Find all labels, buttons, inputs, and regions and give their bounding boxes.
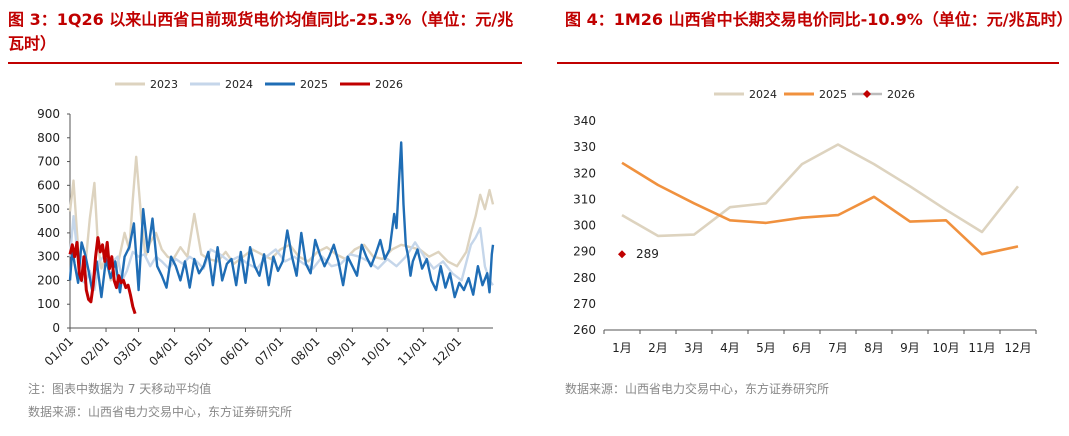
- legend-label-2023: 2023: [150, 78, 178, 91]
- x-tick-label: 10/01: [359, 334, 393, 368]
- x-tick-label: 12/01: [430, 334, 464, 368]
- y-tick-label: 800: [37, 131, 60, 145]
- right-chart-panel: 图 4：1M26 山西省中长期交易电价同比-10.9%（单位：元/兆瓦时） 26…: [547, 0, 1069, 436]
- y-tick-label: 330: [573, 140, 596, 154]
- data-label: 289: [636, 247, 659, 261]
- y-tick-label: 500: [37, 202, 60, 216]
- y-tick-label: 400: [37, 226, 60, 240]
- x-tick-label: 01/01: [42, 334, 76, 368]
- legend-swatch-2026: [863, 90, 871, 98]
- series-line-2025: [621, 161, 1019, 256]
- x-tick-label: 12月: [1004, 341, 1031, 355]
- y-tick-label: 280: [573, 271, 596, 285]
- y-tick-label: 270: [573, 297, 596, 311]
- legend-label-2026: 2026: [375, 78, 403, 91]
- series-line-2023: [68, 155, 495, 282]
- y-tick-label: 290: [573, 245, 596, 259]
- chart-source: 数据来源：山西省电力交易中心，东方证券研究所: [28, 405, 293, 419]
- x-tick-label: 09/01: [324, 334, 358, 368]
- legend-label-2024: 2024: [749, 88, 777, 101]
- y-tick-label: 700: [37, 155, 60, 169]
- y-tick-label: 340: [573, 114, 596, 128]
- x-tick-label: 4月: [720, 341, 740, 355]
- x-tick-label: 8月: [864, 341, 884, 355]
- x-tick-label: 02/01: [78, 334, 112, 368]
- title-divider: [8, 62, 522, 64]
- x-tick-label: 07/01: [252, 334, 286, 368]
- x-tick-label: 3月: [684, 341, 704, 355]
- x-tick-label: 03/01: [110, 334, 144, 368]
- x-tick-label: 08/01: [288, 334, 322, 368]
- x-tick-label: 2月: [648, 341, 668, 355]
- chart-title: 图 4：1M26 山西省中长期交易电价同比-10.9%（单位：元/兆瓦时）: [565, 10, 1069, 29]
- series-line-2026: [68, 236, 137, 315]
- y-tick-label: 300: [573, 219, 596, 233]
- legend-label-2025: 2025: [819, 88, 847, 101]
- x-tick-label: 10月: [932, 341, 959, 355]
- legend-label-2026: 2026: [887, 88, 915, 101]
- chart-note: 注：图表中数据为 7 天移动平均值: [28, 382, 212, 396]
- x-tick-label: 1月: [612, 341, 632, 355]
- series-point-2026: [618, 250, 626, 259]
- series-line-2024: [621, 143, 1020, 238]
- x-tick-label: 04/01: [146, 334, 180, 368]
- x-tick-label: 11月: [968, 341, 995, 355]
- y-tick-label: 200: [37, 273, 60, 287]
- series-line-2025: [68, 141, 495, 299]
- y-tick-label: 300: [37, 250, 60, 264]
- x-tick-label: 5月: [756, 341, 776, 355]
- x-tick-label: 06/01: [217, 334, 251, 368]
- x-tick-label: 6月: [792, 341, 812, 355]
- legend-label-2025: 2025: [300, 78, 328, 91]
- y-tick-label: 320: [573, 166, 596, 180]
- y-tick-label: 0: [52, 321, 60, 335]
- spot-price-chart: 0 100 200 300 400 500 600 700 800 900 01/01 02/0103…: [37, 78, 495, 369]
- x-tick-label: 9月: [900, 341, 920, 355]
- x-tick-label: 11/01: [395, 334, 429, 368]
- y-tick-label: 600: [37, 178, 60, 192]
- left-chart-panel: 图 3：1Q26 以来山西省日前现货电价均值同比-25.3%（单位：元/兆瓦时）…: [0, 0, 530, 436]
- long-term-price-chart: 260 270 280 290 300 310 320 330 340 1月 2月 3月 4月 5月 6月 7…: [573, 88, 1037, 355]
- y-tick-label: 310: [573, 192, 596, 206]
- x-tick-label: 7月: [828, 341, 848, 355]
- y-tick-label: 900: [37, 107, 60, 121]
- chart-title: 图 3：1Q26 以来山西省日前现货电价均值同比-25.3%（单位：元/兆瓦时）: [8, 10, 514, 53]
- legend-label-2024: 2024: [225, 78, 253, 91]
- chart-source: 数据来源：山西省电力交易中心，东方证券研究所: [565, 382, 830, 396]
- x-tick-label: 05/01: [181, 334, 215, 368]
- title-divider: [557, 62, 1059, 64]
- y-tick-label: 260: [573, 323, 596, 337]
- y-tick-label: 100: [37, 297, 60, 311]
